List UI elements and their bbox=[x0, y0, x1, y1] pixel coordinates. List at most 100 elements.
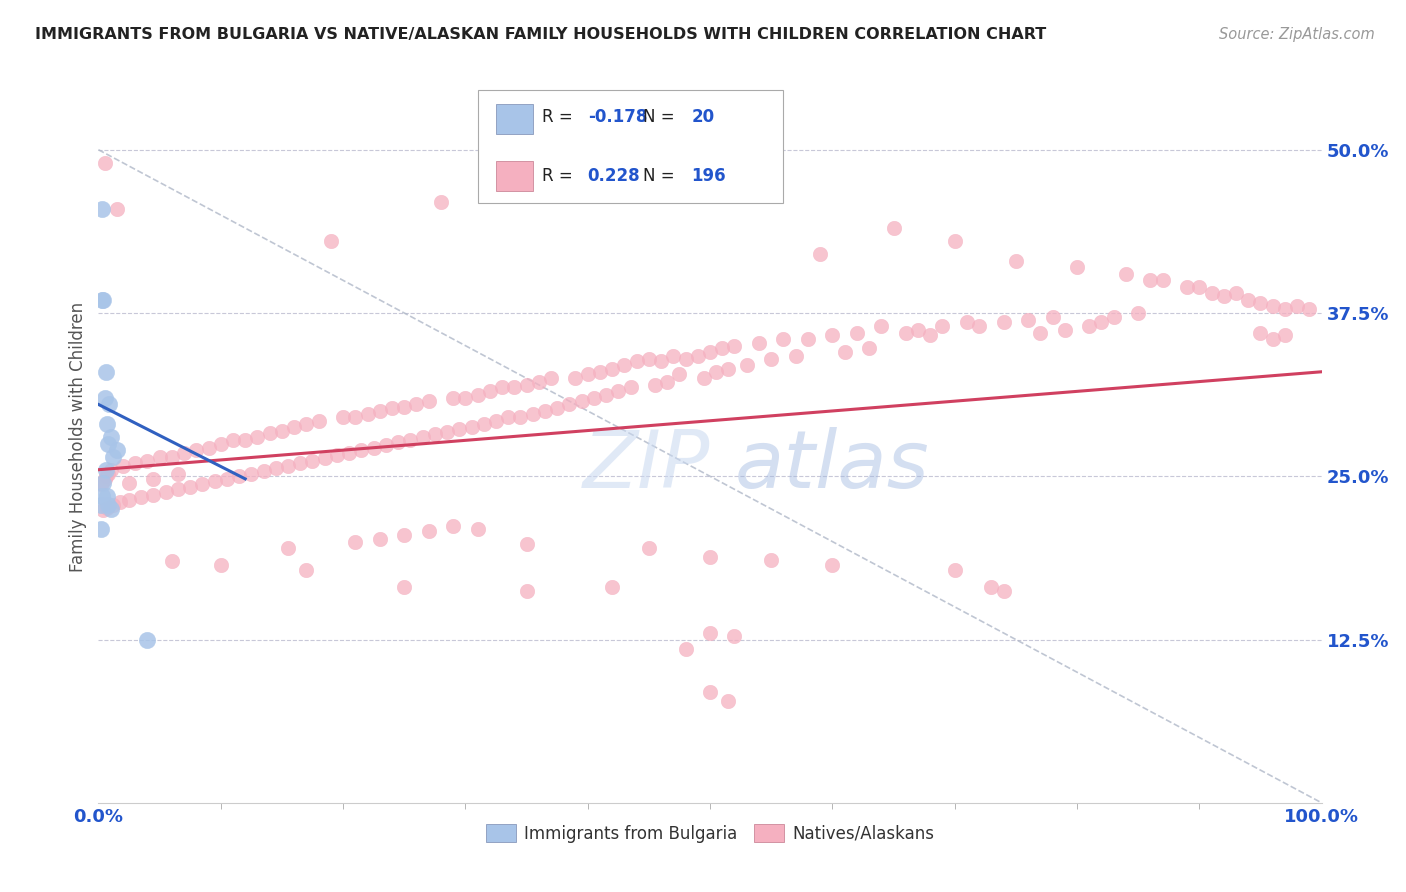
Point bbox=[595, 388, 617, 402]
Point bbox=[699, 626, 721, 640]
Point bbox=[761, 351, 783, 366]
Point bbox=[1053, 323, 1076, 337]
Point bbox=[1139, 273, 1161, 287]
Point bbox=[761, 553, 783, 567]
Point bbox=[129, 490, 152, 504]
Point bbox=[332, 410, 354, 425]
Point bbox=[96, 417, 118, 431]
Point bbox=[436, 425, 458, 439]
Point bbox=[797, 332, 820, 346]
Point bbox=[1261, 300, 1284, 314]
Point bbox=[821, 558, 844, 573]
Point bbox=[399, 433, 422, 447]
Point bbox=[301, 453, 323, 467]
Text: IMMIGRANTS FROM BULGARIA VS NATIVE/ALASKAN FAMILY HOUSEHOLDS WITH CHILDREN CORRE: IMMIGRANTS FROM BULGARIA VS NATIVE/ALASK… bbox=[35, 27, 1046, 42]
Point bbox=[1017, 312, 1039, 326]
Point bbox=[711, 341, 734, 355]
Point bbox=[90, 521, 112, 535]
Point bbox=[1152, 273, 1174, 287]
Point bbox=[160, 450, 183, 464]
Point bbox=[558, 397, 581, 411]
Point bbox=[485, 414, 508, 428]
Point bbox=[1004, 253, 1026, 268]
Point bbox=[699, 345, 721, 359]
Point bbox=[522, 407, 544, 421]
Point bbox=[748, 336, 770, 351]
Point bbox=[228, 469, 250, 483]
Legend: Immigrants from Bulgaria, Natives/Alaskans: Immigrants from Bulgaria, Natives/Alaska… bbox=[479, 818, 941, 849]
Text: ZIP: ZIP bbox=[582, 427, 710, 506]
Point bbox=[907, 323, 929, 337]
Point bbox=[155, 485, 177, 500]
Point bbox=[91, 503, 114, 517]
Point bbox=[1042, 310, 1064, 324]
Point bbox=[1261, 332, 1284, 346]
Point bbox=[834, 345, 856, 359]
Text: 0.228: 0.228 bbox=[588, 167, 640, 185]
Point bbox=[94, 463, 117, 477]
Point bbox=[1274, 302, 1296, 317]
Point bbox=[472, 417, 495, 431]
Point bbox=[98, 397, 121, 411]
Text: atlas: atlas bbox=[734, 427, 929, 506]
Point bbox=[90, 498, 112, 512]
Point bbox=[600, 580, 623, 594]
Point bbox=[637, 541, 661, 555]
Point bbox=[699, 685, 721, 699]
Point bbox=[233, 433, 256, 447]
Point bbox=[1201, 286, 1223, 301]
Point bbox=[94, 469, 117, 483]
Point bbox=[1274, 328, 1296, 343]
FancyBboxPatch shape bbox=[496, 161, 533, 191]
Point bbox=[1212, 289, 1234, 303]
Point bbox=[515, 537, 537, 551]
Point bbox=[118, 492, 141, 507]
Text: -0.178: -0.178 bbox=[588, 108, 647, 126]
Point bbox=[295, 417, 318, 431]
Text: N =: N = bbox=[643, 108, 679, 126]
Point bbox=[478, 384, 501, 399]
Point bbox=[1102, 310, 1125, 324]
Point bbox=[105, 443, 128, 458]
Point bbox=[1115, 267, 1137, 281]
Point bbox=[1225, 286, 1247, 301]
Point bbox=[344, 410, 367, 425]
Point bbox=[717, 362, 740, 376]
Point bbox=[100, 430, 122, 444]
Point bbox=[191, 477, 214, 491]
Point bbox=[1286, 300, 1309, 314]
Point bbox=[821, 328, 844, 343]
Point bbox=[91, 293, 114, 307]
Point bbox=[97, 436, 120, 450]
Point bbox=[467, 388, 489, 402]
Point bbox=[124, 456, 146, 470]
Point bbox=[1090, 315, 1112, 329]
Point bbox=[105, 202, 128, 216]
Point bbox=[118, 475, 141, 490]
Point bbox=[167, 483, 190, 497]
Point bbox=[920, 328, 942, 343]
Point bbox=[344, 534, 367, 549]
Point bbox=[858, 341, 880, 355]
Point bbox=[772, 332, 794, 346]
Y-axis label: Family Households with Children: Family Households with Children bbox=[69, 302, 87, 572]
Point bbox=[785, 349, 807, 363]
Point bbox=[91, 475, 114, 490]
Point bbox=[723, 629, 745, 643]
Point bbox=[91, 489, 114, 503]
Point bbox=[430, 194, 453, 209]
Point bbox=[111, 458, 134, 473]
Point bbox=[209, 436, 232, 450]
Point bbox=[418, 524, 440, 538]
Point bbox=[337, 446, 360, 460]
Point bbox=[668, 368, 690, 382]
Point bbox=[101, 450, 124, 464]
Point bbox=[1298, 302, 1320, 317]
Point bbox=[1066, 260, 1088, 275]
Point bbox=[1175, 280, 1198, 294]
Point bbox=[515, 584, 537, 599]
Point bbox=[723, 339, 745, 353]
Point bbox=[381, 401, 404, 416]
Point bbox=[883, 221, 905, 235]
Point bbox=[96, 500, 118, 515]
